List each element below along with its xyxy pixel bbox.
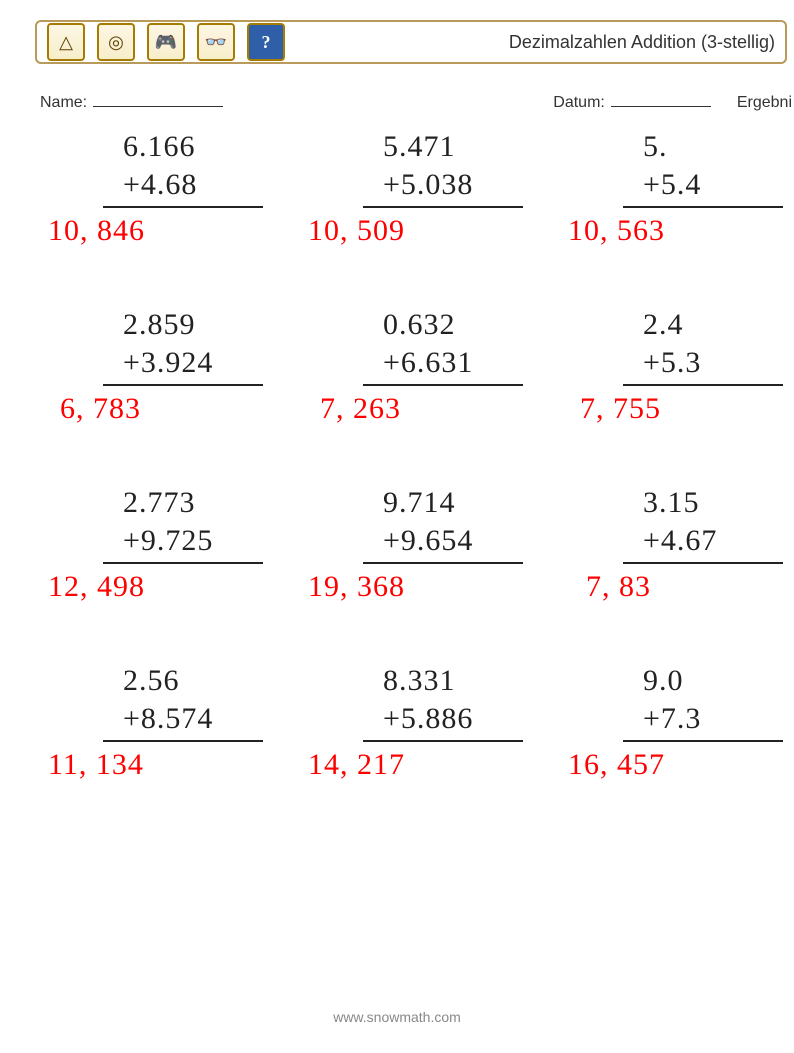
operand-addend: +5.038: [363, 166, 523, 208]
problem-3: 5. +5.4 10, 563: [568, 128, 794, 302]
name-blank: [93, 92, 223, 107]
steering-wheel-icon: ◎: [97, 23, 135, 61]
operand-top: 2.56: [103, 662, 263, 700]
name-field: Name:: [40, 92, 223, 112]
date-label: Datum:: [553, 94, 605, 112]
header-bar: △ ◎ 🎮 👓 ? Dezimalzahlen Addition (3-stel…: [35, 20, 787, 64]
answer: 7, 83: [586, 570, 651, 604]
worksheet-page: △ ◎ 🎮 👓 ? Dezimalzahlen Addition (3-stel…: [0, 0, 794, 1053]
answer: 10, 846: [48, 214, 145, 248]
problem-2: 5.471 +5.038 10, 509: [308, 128, 568, 302]
operand-addend: +8.574: [103, 700, 263, 742]
question-icon: ?: [247, 23, 285, 61]
operand-addend: +9.654: [363, 522, 523, 564]
operand-top: 5.471: [363, 128, 523, 166]
operand-addend: +6.631: [363, 344, 523, 386]
operand-addend: +5.3: [623, 344, 783, 386]
answer: 14, 217: [308, 748, 405, 782]
vr-headset-icon: 👓: [197, 23, 235, 61]
date-result-group: Datum: Ergebni: [553, 92, 792, 112]
problem-7: 2.773 +9.725 12, 498: [48, 484, 308, 658]
problem-9: 3.15 +4.67 7, 83: [568, 484, 794, 658]
operand-top: 6.166: [103, 128, 263, 166]
operand-top: 5.: [623, 128, 783, 166]
operand-top: 2.859: [103, 306, 263, 344]
operand-addend: +5.4: [623, 166, 783, 208]
operand-top: 9.0: [623, 662, 783, 700]
operand-addend: +5.886: [363, 700, 523, 742]
problem-6: 2.4 +5.3 7, 755: [568, 306, 794, 480]
problem-8: 9.714 +9.654 19, 368: [308, 484, 568, 658]
answer: 12, 498: [48, 570, 145, 604]
answer: 11, 134: [48, 748, 144, 782]
operand-top: 0.632: [363, 306, 523, 344]
triangle-balls-icon: △: [47, 23, 85, 61]
answer: 10, 509: [308, 214, 405, 248]
operand-addend: +7.3: [623, 700, 783, 742]
problem-12: 9.0 +7.3 16, 457: [568, 662, 794, 836]
problem-10: 2.56 +8.574 11, 134: [48, 662, 308, 836]
result-label: Ergebni: [737, 94, 792, 112]
header-icons: △ ◎ 🎮 👓 ?: [47, 23, 285, 61]
answer: 7, 263: [320, 392, 401, 426]
operand-addend: +3.924: [103, 344, 263, 386]
answer: 10, 563: [568, 214, 665, 248]
operand-top: 9.714: [363, 484, 523, 522]
operand-addend: +4.68: [103, 166, 263, 208]
info-row: Name: Datum: Ergebni: [40, 92, 792, 112]
answer: 16, 457: [568, 748, 665, 782]
operand-top: 2.4: [623, 306, 783, 344]
operand-addend: +4.67: [623, 522, 783, 564]
operand-top: 3.15: [623, 484, 783, 522]
problem-1: 6.166 +4.68 10, 846: [48, 128, 308, 302]
footer-text: www.snowmath.com: [0, 1009, 794, 1025]
problems-grid: 6.166 +4.68 10, 846 5.471 +5.038 10, 509…: [48, 128, 794, 836]
problem-5: 0.632 +6.631 7, 263: [308, 306, 568, 480]
name-label: Name:: [40, 94, 87, 112]
document-title: Dezimalzahlen Addition (3-stellig): [509, 32, 775, 53]
answer: 19, 368: [308, 570, 405, 604]
operand-top: 2.773: [103, 484, 263, 522]
gamepad-icon: 🎮: [147, 23, 185, 61]
problem-11: 8.331 +5.886 14, 217: [308, 662, 568, 836]
date-blank: [611, 92, 711, 107]
operand-top: 8.331: [363, 662, 523, 700]
answer: 6, 783: [60, 392, 141, 426]
answer: 7, 755: [580, 392, 661, 426]
operand-addend: +9.725: [103, 522, 263, 564]
problem-4: 2.859 +3.924 6, 783: [48, 306, 308, 480]
